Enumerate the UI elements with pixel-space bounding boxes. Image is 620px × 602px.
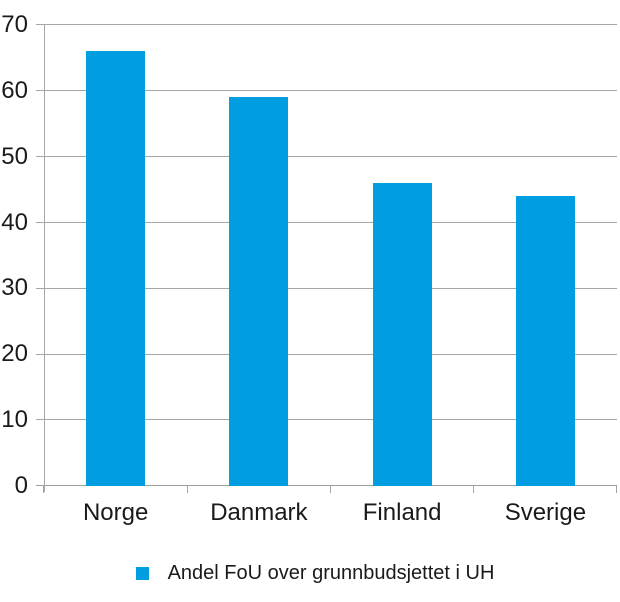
x-axis-category-label-norge: Norge (82, 499, 149, 526)
y-axis-tick-label-10: 10 (1, 406, 28, 434)
bar-finland (372, 183, 432, 486)
legend-entry: Andel FoU over grunnbudsjettet i UH (135, 561, 495, 585)
gridline-y-20 (36, 353, 617, 355)
x-axis-tick (186, 486, 188, 493)
gridline-y-10 (36, 419, 617, 421)
bar-danmark (229, 97, 289, 486)
y-axis-line (44, 25, 45, 492)
x-axis-tick (329, 486, 331, 493)
x-axis-tick (43, 486, 45, 493)
y-axis-tick-label-20: 20 (1, 340, 28, 368)
y-axis-tick-label-70: 70 (1, 11, 28, 38)
bar-norge (86, 51, 146, 486)
legend: Andel FoU over grunnbudsjettet i UH (0, 558, 620, 588)
y-axis-tick-label-60: 60 (1, 76, 28, 104)
x-axis-tick (616, 486, 618, 493)
legend-marker-square (135, 566, 149, 580)
x-axis-line (36, 485, 617, 487)
gridline-y-60 (36, 90, 617, 92)
gridline-y-30 (36, 287, 617, 289)
y-axis-tick-label-50: 50 (1, 142, 28, 170)
y-axis-tick-label-0: 0 (14, 472, 28, 499)
x-axis-category-label-finland: Finland (362, 499, 442, 526)
x-axis-category-label-sverige: Sverige (504, 499, 587, 526)
x-axis-tick (473, 486, 474, 493)
x-axis-category-label-danmark: Danmark (210, 499, 308, 526)
gridline-y-40 (36, 221, 617, 223)
y-axis-tick-label-30: 30 (1, 274, 28, 302)
legend-label: Andel FoU over grunnbudsjettet i UH (167, 562, 495, 584)
bar-sverige (515, 196, 575, 486)
gridline-y-50 (36, 155, 617, 157)
gridline-y-70 (36, 24, 617, 26)
y-axis-tick-label-40: 40 (1, 208, 28, 236)
